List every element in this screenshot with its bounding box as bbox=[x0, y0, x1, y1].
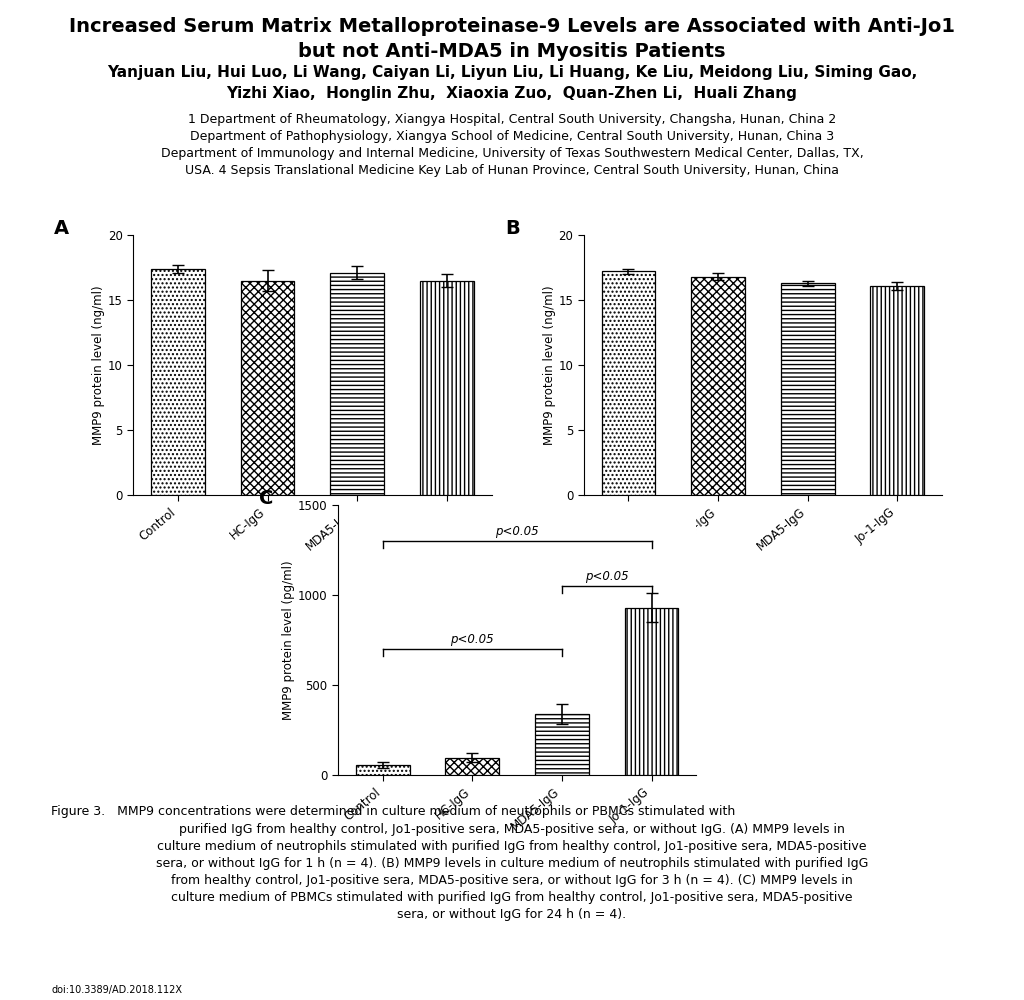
Bar bbox=[601, 271, 655, 495]
Text: Increased Serum Matrix Metalloproteinase-9 Levels are Associated with Anti-Jo1
b: Increased Serum Matrix Metalloproteinase… bbox=[69, 17, 955, 61]
Y-axis label: MMP9 protein level (pg/ml): MMP9 protein level (pg/ml) bbox=[282, 560, 295, 720]
Y-axis label: MMP9 protein level (ng/ml): MMP9 protein level (ng/ml) bbox=[543, 285, 556, 445]
Bar bbox=[780, 283, 835, 495]
Bar bbox=[691, 277, 744, 495]
Text: C: C bbox=[259, 489, 273, 508]
Bar bbox=[625, 608, 678, 775]
Text: B: B bbox=[505, 219, 519, 238]
Text: Figure 3.   MMP9 concentrations were determined in culture medium of neutrophils: Figure 3. MMP9 concentrations were deter… bbox=[51, 805, 735, 818]
Text: Yanjuan Liu, Hui Luo, Li Wang, Caiyan Li, Liyun Liu, Li Huang, Ke Liu, Meidong L: Yanjuan Liu, Hui Luo, Li Wang, Caiyan Li… bbox=[106, 65, 918, 101]
Text: doi:10.3389/AD.2018.112X: doi:10.3389/AD.2018.112X bbox=[51, 985, 182, 995]
Text: purified IgG from healthy control, Jo1-positive sera, MDA5-positive sera, or wit: purified IgG from healthy control, Jo1-p… bbox=[156, 823, 868, 921]
Y-axis label: MMP9 protein level (ng/ml): MMP9 protein level (ng/ml) bbox=[92, 285, 105, 445]
Bar bbox=[870, 286, 924, 495]
Text: A: A bbox=[54, 219, 70, 238]
Bar bbox=[152, 269, 205, 495]
Bar bbox=[445, 758, 500, 775]
Bar bbox=[241, 280, 295, 495]
Bar bbox=[330, 273, 384, 495]
Bar bbox=[420, 280, 473, 495]
Bar bbox=[356, 765, 410, 775]
Text: p<0.05: p<0.05 bbox=[585, 570, 629, 583]
Bar bbox=[535, 714, 589, 775]
Text: 1 Department of Rheumatology, Xiangya Hospital, Central South University, Changs: 1 Department of Rheumatology, Xiangya Ho… bbox=[161, 113, 863, 177]
Text: p<0.05: p<0.05 bbox=[496, 525, 539, 538]
Text: p<0.05: p<0.05 bbox=[451, 633, 495, 646]
